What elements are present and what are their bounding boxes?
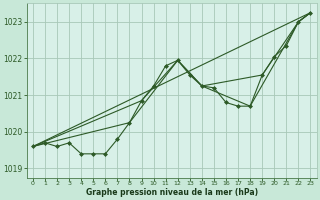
X-axis label: Graphe pression niveau de la mer (hPa): Graphe pression niveau de la mer (hPa) — [86, 188, 258, 197]
